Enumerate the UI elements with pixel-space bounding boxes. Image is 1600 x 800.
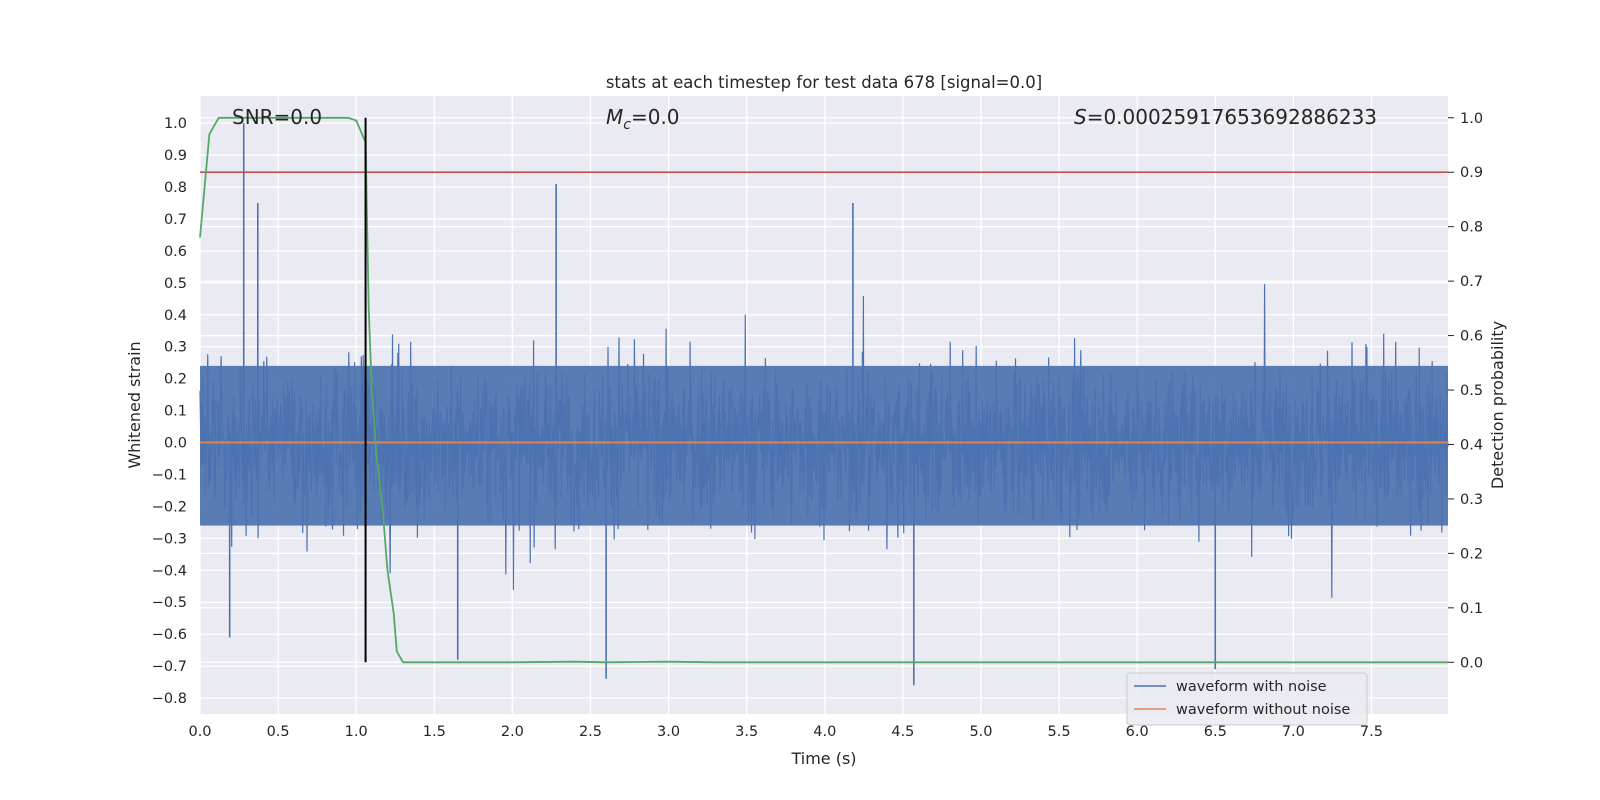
y2-tick-label: 0.6 <box>1460 329 1483 345</box>
y-tick-label: 0.0 <box>164 436 187 452</box>
y-tick-label: −0.8 <box>152 691 187 707</box>
chirp-mass-subscript: c <box>623 117 631 133</box>
x-tick-label: 3.5 <box>735 724 758 740</box>
legend-label-waveform-with-noise: waveform with noise <box>1176 679 1327 695</box>
y-tick-label: 0.8 <box>164 180 187 196</box>
x-tick-label: 0.0 <box>188 724 211 740</box>
y2-tick-label: 1.0 <box>1460 111 1483 127</box>
y-tick-label: −0.1 <box>152 467 187 483</box>
y-tick-label: −0.7 <box>152 659 187 675</box>
x-tick-label: 6.5 <box>1204 724 1227 740</box>
y2-tick-label: 0.0 <box>1460 655 1483 671</box>
y-tick-label: 0.4 <box>164 308 187 324</box>
y-tick-label: 0.7 <box>164 212 187 228</box>
s-annotation: S=0.00025917653692886233 <box>1074 105 1377 129</box>
y-tick-label: 0.3 <box>164 340 187 356</box>
y2-tick-label: 0.7 <box>1460 274 1483 290</box>
y2-tick-label: 0.4 <box>1460 437 1483 453</box>
y2-tick-label: 0.5 <box>1460 383 1483 399</box>
y-tick-label: 0.5 <box>164 276 187 292</box>
y-tick-label: 0.6 <box>164 244 187 260</box>
x-tick-label: 0.5 <box>267 724 290 740</box>
x-tick-label: 7.0 <box>1282 724 1305 740</box>
y2-tick-label: 0.8 <box>1460 220 1483 236</box>
y2-tick-label: 0.1 <box>1460 601 1483 617</box>
x-tick-label: 4.0 <box>813 724 836 740</box>
detection-probability-line <box>199 116 1448 664</box>
y2-tick-label: 0.9 <box>1460 165 1483 181</box>
overlay-lines <box>199 116 1448 664</box>
chirp-mass-symbol: M <box>606 105 623 129</box>
y-tick-label: 1.0 <box>164 116 187 132</box>
x-axis-label: Time (s) <box>790 749 856 768</box>
x-tick-label: 5.5 <box>1048 724 1071 740</box>
legend-label-waveform-without-noise: waveform without noise <box>1176 702 1350 718</box>
y-axis-label: Whitened strain <box>125 341 144 468</box>
legend: waveform with noise waveform without noi… <box>1126 672 1368 726</box>
y-tick-label: −0.4 <box>152 563 187 579</box>
series-waveform-with-noise <box>199 123 1449 686</box>
x-tick-label: 1.5 <box>423 724 446 740</box>
y2-axis-label: Detection probability <box>1488 321 1507 489</box>
tick-labels: 0.0 0.5 1.0 1.5 2.0 2.5 3.0 3.5 4.0 4.5 5.0 5.5 6.0 6… <box>152 111 1483 740</box>
y-tick-label: −0.5 <box>152 595 187 611</box>
noise-dense-band <box>200 365 1448 526</box>
y-tick-label: −0.3 <box>152 531 187 547</box>
legend-box <box>1126 672 1368 726</box>
chirp-mass-annotation: Mc=0.0 <box>606 105 680 133</box>
y2-tick-label: 0.3 <box>1460 492 1483 508</box>
s-symbol: S <box>1074 105 1087 129</box>
snr-annotation: SNR=0.0 <box>232 105 322 129</box>
chirp-mass-value: =0.0 <box>631 105 680 129</box>
x-tick-label: 4.5 <box>891 724 914 740</box>
y-tick-label: −0.2 <box>152 499 187 515</box>
x-tick-label: 2.0 <box>501 724 524 740</box>
chart-title: stats at each timestep for test data 678… <box>606 73 1042 92</box>
x-tick-label: 6.0 <box>1126 724 1149 740</box>
x-tick-label: 5.0 <box>969 724 992 740</box>
y-tick-label: 0.9 <box>164 148 187 164</box>
x-tick-label: 2.5 <box>579 724 602 740</box>
x-tick-label: 3.0 <box>657 724 680 740</box>
y-tick-label: 0.1 <box>164 404 187 420</box>
y-tick-label: −0.6 <box>152 627 187 643</box>
x-tick-label: 7.5 <box>1360 724 1383 740</box>
y2-tick-label: 0.2 <box>1460 546 1483 562</box>
y-tick-label: 0.2 <box>164 372 187 388</box>
x-tick-label: 1.0 <box>345 724 368 740</box>
s-value: =0.00025917653692886233 <box>1087 105 1377 129</box>
